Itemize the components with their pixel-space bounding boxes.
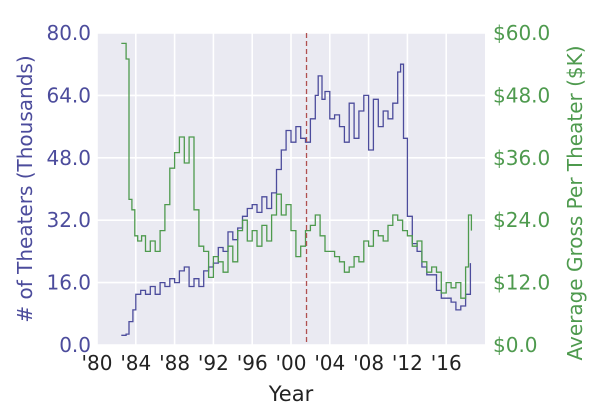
x-axis-ticks: '80 '84 '88 '92 '96 '00 '04 '08 '12 '16 bbox=[82, 351, 462, 375]
y-right-tick-label: $24.0 bbox=[493, 208, 550, 232]
x-tick-label: '92 bbox=[198, 351, 229, 375]
x-tick-label: '08 bbox=[353, 351, 384, 375]
x-tick-label: '96 bbox=[237, 351, 268, 375]
y-right-tick-label: $36.0 bbox=[493, 146, 550, 170]
y-left-tick-label: 80.0 bbox=[46, 21, 91, 45]
series-layer bbox=[121, 42, 473, 336]
y-left-tick-label: 32.0 bbox=[46, 208, 91, 232]
x-tick-label: '80 bbox=[82, 351, 113, 375]
x-tick-label: '84 bbox=[120, 351, 151, 375]
series-theaters-line bbox=[121, 63, 472, 336]
x-tick-label: '16 bbox=[431, 351, 462, 375]
x-tick-label: '04 bbox=[314, 351, 345, 375]
y-left-tick-label: 0.0 bbox=[59, 333, 91, 357]
x-axis-label: Year bbox=[268, 382, 314, 406]
x-tick-label: '88 bbox=[159, 351, 190, 375]
y-left-tick-label: 64.0 bbox=[46, 83, 91, 107]
series-gross-line bbox=[121, 42, 473, 299]
y-right-tick-label: $12.0 bbox=[493, 271, 550, 295]
y-left-axis-label: # of Theaters (Thousands) bbox=[13, 55, 37, 322]
y-right-axis-label: Average Gross Per Theater ($K) bbox=[563, 45, 587, 360]
y-left-tick-label: 16.0 bbox=[46, 271, 91, 295]
y-left-axis-ticks: 0.0 16.0 32.0 48.0 64.0 80.0 bbox=[46, 21, 91, 357]
y-right-axis-ticks: $0.0 $12.0 $24.0 $36.0 $48.0 $60.0 bbox=[493, 21, 550, 357]
x-tick-label: '00 bbox=[276, 351, 307, 375]
x-tick-label: '12 bbox=[392, 351, 423, 375]
y-right-tick-label: $48.0 bbox=[493, 83, 550, 107]
y-right-tick-label: $60.0 bbox=[493, 21, 550, 45]
y-right-tick-label: $0.0 bbox=[493, 333, 538, 357]
y-left-tick-label: 48.0 bbox=[46, 146, 91, 170]
